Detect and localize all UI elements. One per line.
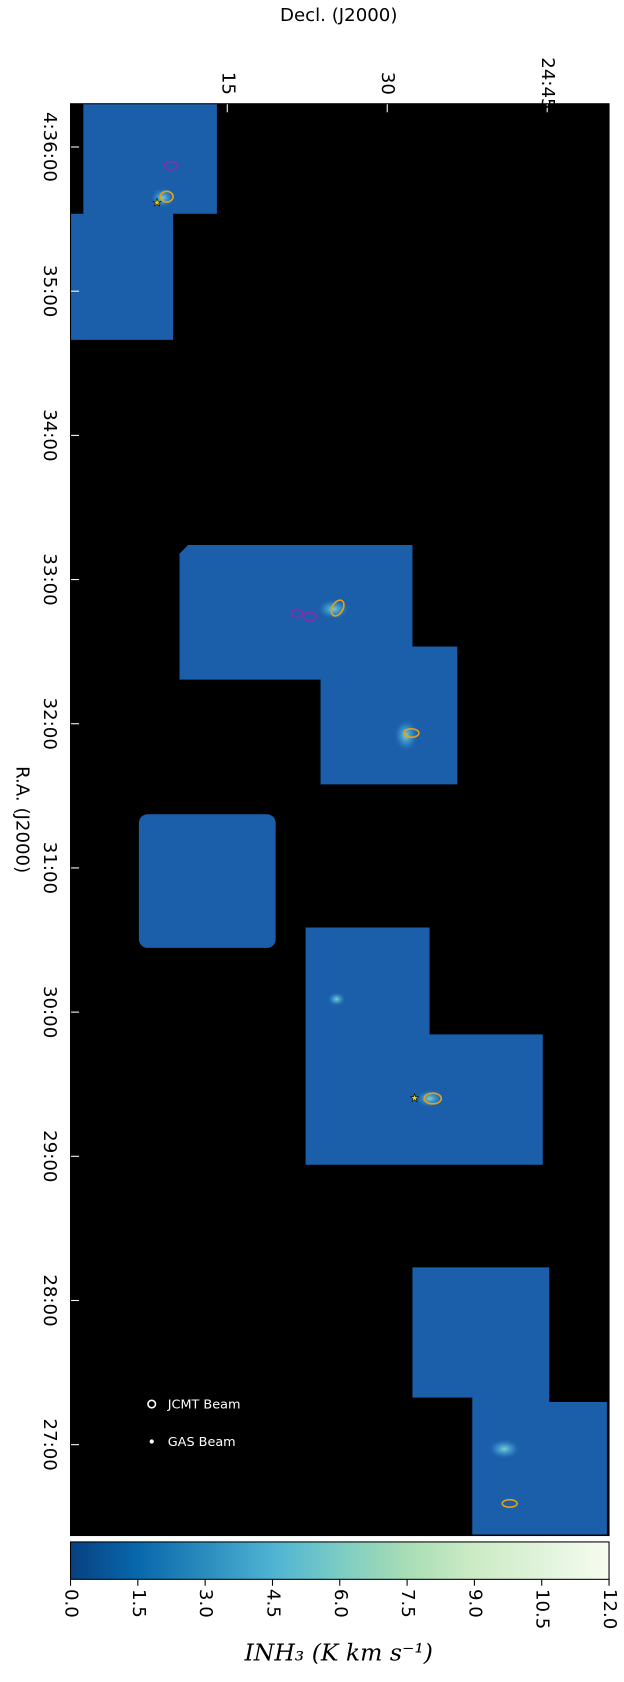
colorbar-tick-label: 10.5 (532, 1589, 553, 1629)
colorbar-tick-label: 9.0 (464, 1589, 485, 1618)
map: ★ ★ JCMT Beam GAS Beam (70, 103, 610, 1536)
legend-marker (147, 1399, 157, 1409)
colorbar-tick-label: 0.0 (61, 1589, 82, 1618)
y-axis-label: R.A. (J2000) (11, 766, 32, 873)
axes: 15 30 24:45 4:36:00 35:00 34:00 33:00 32:00 31:0… (39, 57, 620, 1629)
y-tick-label: 4:36:00 (39, 112, 60, 182)
y-tick-label: 28:00 (39, 1274, 60, 1326)
legend-label: JCMT Beam (167, 1398, 241, 1413)
x-tick-label: 24:45 (537, 57, 558, 109)
emission (326, 991, 347, 1007)
y-tick-label: 32:00 (39, 698, 60, 750)
core (163, 160, 179, 171)
y-tick-label: 31:00 (39, 842, 60, 894)
coverage (70, 103, 217, 340)
frame (69, 103, 610, 1537)
coverage (412, 1267, 607, 1535)
star: ★ (152, 196, 162, 209)
coverage (305, 927, 543, 1165)
emission (316, 598, 351, 620)
core (302, 611, 318, 622)
core (423, 1092, 443, 1105)
core (290, 608, 304, 619)
coverage (179, 545, 458, 785)
cores (159, 160, 518, 1509)
x-tick-label: 30 (377, 72, 398, 95)
y-tick-label: 33:00 (39, 553, 60, 605)
legend-label: GAS Beam (168, 1435, 236, 1450)
colorbar-tick-label: 3.0 (195, 1589, 216, 1618)
colorbar (69, 1541, 610, 1580)
legend-marker (149, 1439, 154, 1444)
core (330, 599, 345, 617)
coverage (138, 814, 276, 948)
colorbar-tick-label: 4.5 (262, 1589, 283, 1618)
star: ★ (410, 1092, 420, 1105)
emission (487, 1438, 522, 1460)
colorbar-tick-label: 6.0 (330, 1589, 351, 1618)
x-tick-label: 15 (217, 72, 238, 95)
y-tick-label: 29:00 (39, 1130, 60, 1182)
y-tick-label: 35:00 (39, 265, 60, 317)
colorbar-tick-label: 7.5 (397, 1589, 418, 1618)
x-axis-label: Decl. (J2000) (280, 5, 397, 26)
colorbar-tick-label: 1.5 (128, 1589, 149, 1618)
colorbar-label: INH₃ (K km s⁻¹) (243, 1639, 432, 1667)
y-tick-label: 30:00 (39, 986, 60, 1038)
y-tick-label: 34:00 (39, 409, 60, 461)
core (159, 190, 174, 203)
core (501, 1498, 518, 1509)
y-tick-label: 27:00 (39, 1419, 60, 1471)
colorbar-tick-label: 12.0 (599, 1589, 620, 1629)
core (403, 728, 420, 739)
